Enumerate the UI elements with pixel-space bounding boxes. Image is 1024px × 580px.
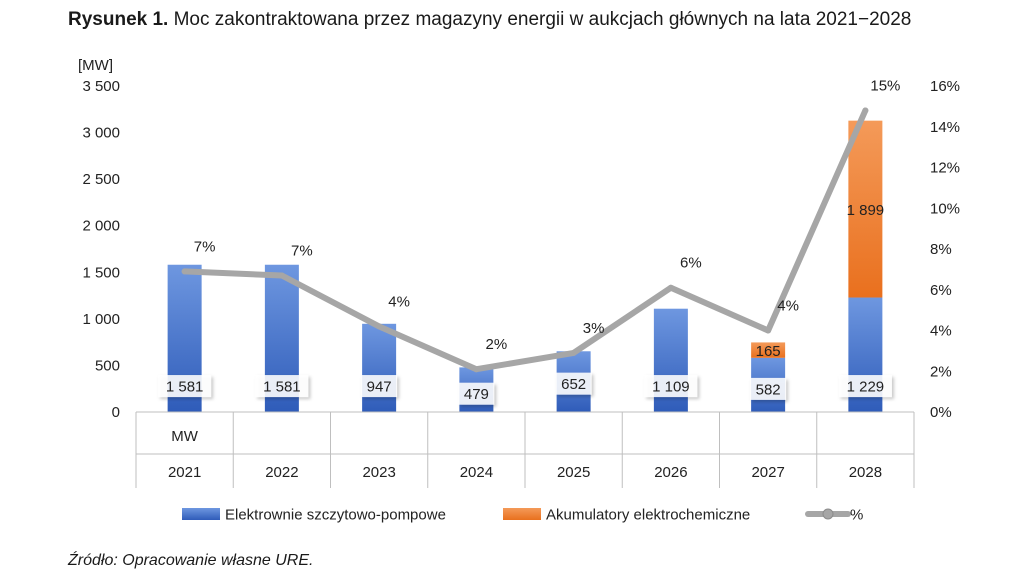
battery-label-2028: 1 899: [847, 202, 885, 219]
legend: Elektrownie szczytowo-pompowe Akumulatory…: [182, 507, 863, 524]
y2-tick-label: 6%: [930, 282, 952, 299]
legend-label-pumped-storage: Elektrownie szczytowo-pompowe: [225, 507, 446, 524]
x-tick-label-2025: 2025: [557, 464, 590, 481]
bar-battery-2027: [751, 342, 786, 358]
legend-label-battery: Akumulatory elektrochemiczne: [546, 507, 750, 524]
x-tick-label-2023: 2023: [362, 464, 395, 481]
percent-label-2028: 15%: [870, 77, 900, 94]
percent-point-2028: [862, 107, 869, 114]
bar-label-2025: 652: [561, 376, 586, 393]
legend-label-percent: %: [850, 507, 863, 524]
percent-label-2027: 4%: [777, 298, 799, 315]
y-tick-label: 3 500: [82, 78, 120, 95]
bar-battery-2028: [848, 120, 883, 298]
y-tick-label: 0: [112, 404, 120, 421]
percent-label-2021: 7%: [194, 238, 216, 255]
figure-caption: Moc zakontraktowana przez magazyny energ…: [173, 9, 912, 30]
percent-point-2022: [278, 272, 285, 279]
y-tick-label: 1 000: [82, 311, 120, 328]
y2-tick-label: 0%: [930, 404, 952, 421]
bar-label-2027-box: [750, 377, 787, 400]
y2-tick-label: 2%: [930, 363, 952, 380]
percent-label-2022: 7%: [291, 242, 313, 259]
y-axis-unit-label: [MW]: [78, 57, 113, 74]
x-tick-label-2028: 2028: [849, 464, 882, 481]
percent-point-2021: [181, 268, 188, 275]
percent-line-path: [181, 107, 869, 373]
y-tick-label: 2 000: [82, 218, 120, 235]
y2-tick-label: 12%: [930, 160, 960, 177]
bar-label-2028-box: [838, 375, 892, 398]
legend-marker-percent: [822, 508, 834, 520]
bar-label-2022-box: [255, 375, 309, 398]
percent-point-2026: [667, 284, 674, 291]
y-tick-label: 1 500: [82, 264, 120, 281]
bars: [167, 120, 883, 412]
y-axis-left: 0 500 1 000 1 500 2 000 2 500 3 000 3 500: [82, 78, 120, 421]
bar-label-2021-box: [158, 375, 212, 398]
percent-point-2027: [765, 327, 772, 334]
percent-line: [181, 107, 869, 373]
percent-label-2024: 2%: [486, 336, 508, 353]
chart-title: Rysunek 1. Moc zakontraktowana przez mag…: [68, 9, 911, 31]
percent-label-2023: 4%: [388, 293, 410, 310]
legend-swatch-pumped-storage: [182, 508, 220, 520]
percent-point-2024: [473, 366, 480, 373]
source-note: Źródło: Opracowanie własne URE.: [68, 552, 314, 569]
bar-label-2026: 1 109: [652, 379, 690, 396]
bar-label-2026-box: [644, 375, 698, 398]
bar-label-2023-box: [361, 375, 398, 398]
bar-pumped-storage-2023: [362, 323, 397, 412]
y2-tick-label: 10%: [930, 200, 960, 217]
bar-label-2023: 947: [367, 379, 392, 396]
x-tick-label-2024: 2024: [460, 464, 493, 481]
data-labels: 1 581 1 581 947 479 652 1 109 582 1 229 165 1 899…: [158, 77, 900, 405]
percent-point-2023: [376, 323, 383, 330]
y2-tick-label: 4%: [930, 323, 952, 340]
y-tick-label: 3 000: [82, 125, 120, 142]
bar-label-2027: 582: [756, 381, 781, 398]
y-tick-label: 500: [95, 357, 120, 374]
percent-point-2025: [570, 349, 577, 356]
y2-tick-label: 8%: [930, 241, 952, 258]
bar-label-2021: 1 581: [166, 379, 204, 396]
x-axis: MW 2021 2022 2023 2024 2025 2026 2027 2028: [135, 411, 915, 488]
y2-tick-label: 16%: [930, 78, 960, 95]
bar-label-2022: 1 581: [263, 379, 301, 396]
bar-label-2028: 1 229: [847, 379, 885, 396]
bar-label-2025-box: [555, 372, 592, 395]
y2-tick-label: 14%: [930, 119, 960, 136]
y-tick-label: 2 500: [82, 171, 120, 188]
percent-label-2026: 6%: [680, 255, 702, 272]
figure-number: Rysunek 1.: [68, 9, 169, 30]
category-axis-unit-label: MW: [171, 428, 198, 445]
x-tick-label-2026: 2026: [654, 464, 687, 481]
legend-swatch-battery: [503, 508, 541, 520]
percent-label-2025: 3%: [583, 320, 605, 337]
bar-label-2024: 479: [464, 386, 489, 403]
x-tick-label-2027: 2027: [751, 464, 784, 481]
bar-label-2024-box: [458, 382, 495, 405]
x-tick-label-2022: 2022: [265, 464, 298, 481]
y-axis-right: 0% 2% 4% 6% 8% 10% 12% 14% 16%: [930, 78, 960, 421]
x-tick-label-2021: 2021: [168, 464, 201, 481]
battery-label-2027: 165: [756, 343, 781, 360]
